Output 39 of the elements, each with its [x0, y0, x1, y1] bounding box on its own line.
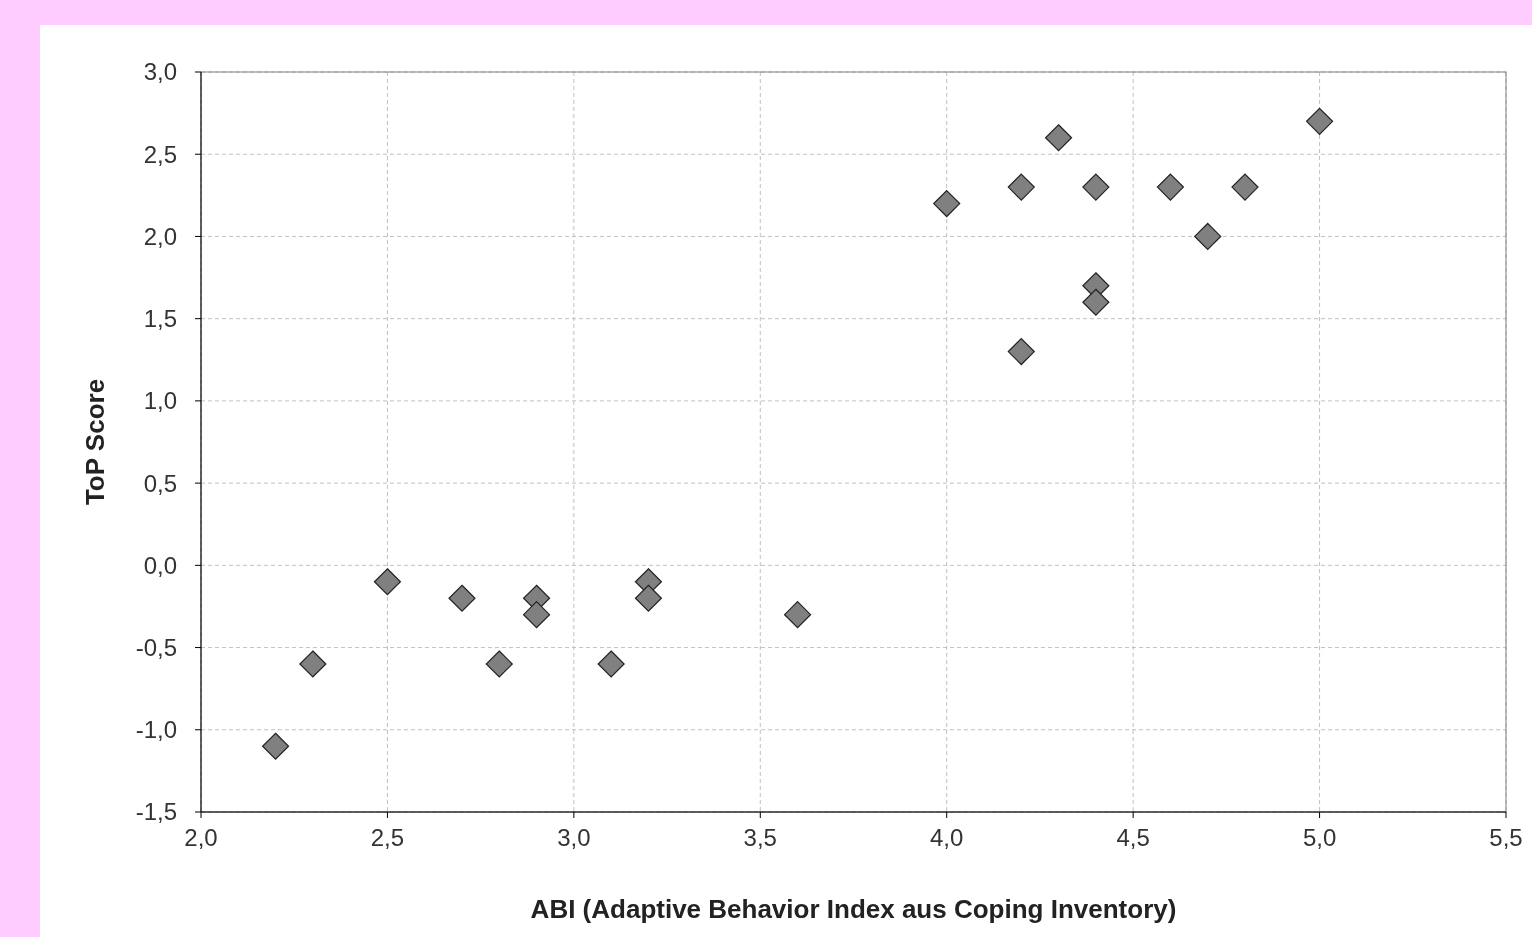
x-tick-label: 2,5 [370, 824, 405, 851]
x-tick-label: 3,0 [557, 824, 591, 851]
point [299, 650, 327, 678]
point [1007, 337, 1035, 366]
y-axis-title: ToP Score [80, 378, 110, 506]
point [1231, 173, 1259, 201]
point [448, 584, 476, 612]
y-tick-label: 1,5 [143, 305, 177, 333]
x-tick-label: 2,0 [184, 824, 218, 851]
y-tick-label: -1,5 [135, 798, 177, 826]
x-tick-label: 5,0 [1302, 824, 1337, 851]
point [485, 650, 513, 678]
y-tick-label: 3,0 [143, 58, 177, 86]
point [783, 601, 812, 629]
point [1007, 173, 1035, 201]
y-tick-label: 2,5 [143, 140, 177, 168]
point [522, 601, 551, 629]
point [1305, 107, 1334, 135]
point [1156, 173, 1185, 201]
point [261, 732, 290, 760]
point [1082, 288, 1110, 316]
point [634, 584, 663, 612]
point [933, 189, 961, 218]
x-axis-title: ABI (Adaptive Behavior Index aus Coping Inventory) [530, 894, 1177, 924]
x-tick-label: 4,5 [1116, 824, 1150, 851]
y-tick-label: -0,5 [135, 633, 177, 661]
point [597, 650, 625, 678]
point [373, 568, 402, 596]
x-tick-label: 3,5 [743, 824, 777, 851]
x-tick-label: 5,5 [1489, 824, 1523, 851]
y-tick-label: 1,0 [143, 387, 177, 415]
y-tick-label: 2,0 [143, 222, 177, 250]
y-tick-label: 0,0 [143, 551, 177, 579]
y-tick-label: -1,0 [135, 716, 177, 744]
x-tick-label: 4,0 [930, 824, 964, 851]
point [1044, 124, 1073, 152]
y-tick-label: 0,5 [143, 469, 177, 497]
point [1082, 173, 1110, 201]
point [1194, 222, 1222, 251]
